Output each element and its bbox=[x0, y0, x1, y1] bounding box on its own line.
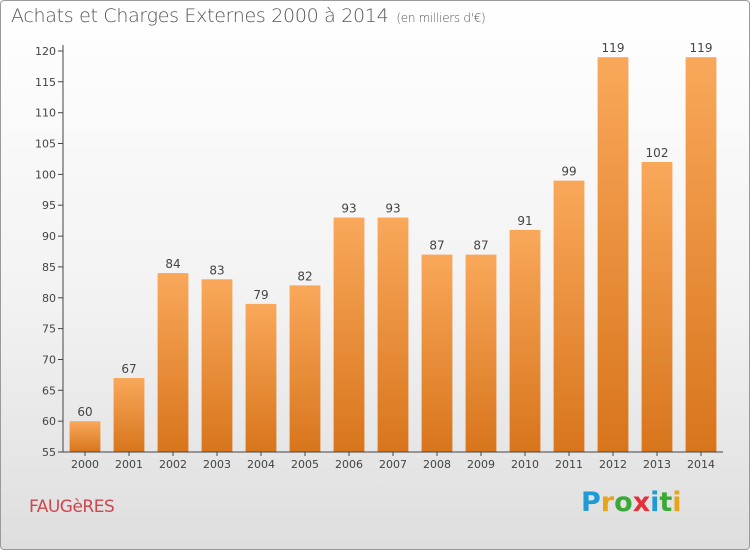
chart-unit: (en milliers d'€) bbox=[396, 11, 486, 25]
bar-2007 bbox=[377, 217, 409, 452]
y-tick-label-90: 90 bbox=[42, 230, 56, 243]
bar-2000 bbox=[69, 421, 101, 452]
x-tick-label-2001: 2001 bbox=[115, 458, 143, 471]
brand-logo: Proxiti bbox=[581, 487, 682, 518]
data-label-2014: 119 bbox=[690, 41, 713, 55]
bar-2010 bbox=[509, 229, 541, 452]
bar-2005 bbox=[289, 285, 321, 452]
y-tick-label-100: 100 bbox=[35, 168, 56, 181]
data-label-2005: 82 bbox=[297, 269, 312, 283]
data-label-2006: 93 bbox=[341, 202, 356, 216]
bar-2004 bbox=[245, 303, 277, 452]
bar-2014 bbox=[685, 57, 717, 452]
y-tick-label-105: 105 bbox=[35, 138, 56, 151]
x-tick-label-2000: 2000 bbox=[71, 458, 99, 471]
x-tick-label-2010: 2010 bbox=[511, 458, 539, 471]
y-tick-label-85: 85 bbox=[42, 261, 56, 274]
x-tick-label-2007: 2007 bbox=[379, 458, 407, 471]
y-tick-label-95: 95 bbox=[42, 199, 56, 212]
brand-letter: r bbox=[600, 487, 615, 518]
x-tick-label-2008: 2008 bbox=[423, 458, 451, 471]
x-tick-label-2003: 2003 bbox=[203, 458, 231, 471]
bar-2006 bbox=[333, 217, 365, 452]
x-tick-label-2013: 2013 bbox=[643, 458, 671, 471]
bar-2009 bbox=[465, 254, 497, 452]
data-label-2004: 79 bbox=[253, 288, 268, 302]
y-tick-label-110: 110 bbox=[35, 107, 56, 120]
y-tick-label-65: 65 bbox=[42, 384, 56, 397]
x-tick-label-2014: 2014 bbox=[687, 458, 715, 471]
brand-letter: i bbox=[650, 487, 660, 518]
bars-layer: 60 67 84 83 79 82 93 93 87 87 91 99 119 102 119 bbox=[69, 41, 717, 452]
data-label-2010: 91 bbox=[517, 214, 532, 228]
data-label-2008: 87 bbox=[429, 239, 444, 253]
brand-letter: P bbox=[581, 487, 601, 518]
brand-letter: t bbox=[659, 487, 673, 518]
data-label-2003: 83 bbox=[209, 263, 224, 277]
y-tick-label-120: 120 bbox=[35, 45, 56, 58]
x-tick-label-2004: 2004 bbox=[247, 458, 275, 471]
data-label-2000: 60 bbox=[77, 405, 92, 419]
axis-layer: 2000 2001 2002 2003 2004 2005 2006 2007 2008 2009… bbox=[35, 45, 723, 471]
x-tick-label-2011: 2011 bbox=[555, 458, 583, 471]
bar-2003 bbox=[201, 279, 233, 452]
x-tick-label-2002: 2002 bbox=[159, 458, 187, 471]
bar-2002 bbox=[157, 273, 189, 452]
y-tick-label-70: 70 bbox=[42, 354, 56, 367]
bar-2008 bbox=[421, 254, 453, 452]
x-tick-label-2012: 2012 bbox=[599, 458, 627, 471]
data-label-2012: 119 bbox=[602, 41, 625, 55]
y-tick-label-75: 75 bbox=[42, 323, 56, 336]
commune-name: FAUGèRES bbox=[29, 497, 115, 517]
x-tick-label-2005: 2005 bbox=[291, 458, 319, 471]
data-label-2011: 99 bbox=[561, 165, 576, 179]
bar-2011 bbox=[553, 180, 585, 452]
y-tick-label-60: 60 bbox=[42, 415, 56, 428]
bar-2013 bbox=[641, 162, 673, 452]
brand-letter: x bbox=[632, 487, 651, 518]
bar-2001 bbox=[113, 378, 145, 452]
data-label-2013: 102 bbox=[646, 146, 669, 160]
bar-2012 bbox=[597, 57, 629, 452]
data-label-2007: 93 bbox=[385, 202, 400, 216]
y-tick-label-80: 80 bbox=[42, 292, 56, 305]
data-label-2002: 84 bbox=[165, 257, 180, 271]
x-tick-label-2006: 2006 bbox=[335, 458, 363, 471]
brand-letter: i bbox=[672, 487, 682, 518]
brand-letter: o bbox=[614, 487, 633, 518]
data-label-2009: 87 bbox=[473, 239, 488, 253]
data-label-2001: 67 bbox=[121, 362, 136, 376]
chart-title: Achats et Charges Externes 2000 à 2014 (e… bbox=[11, 5, 486, 27]
y-tick-label-115: 115 bbox=[35, 76, 56, 89]
x-tick-label-2009: 2009 bbox=[467, 458, 495, 471]
y-tick-label-55: 55 bbox=[42, 446, 56, 459]
chart-title-text: Achats et Charges Externes 2000 à 2014 bbox=[11, 5, 389, 27]
